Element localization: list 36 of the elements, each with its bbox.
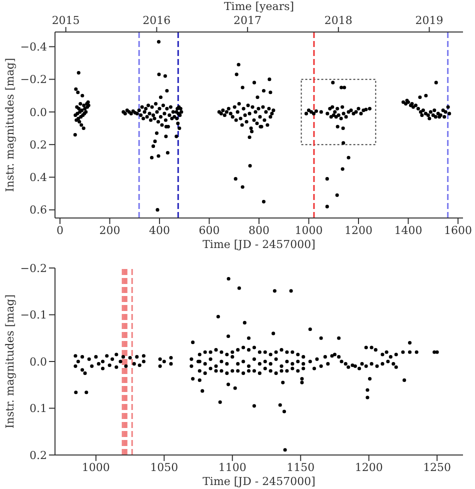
- x2-tick-label: 2016: [142, 14, 171, 27]
- y-tick-label: 0.4: [30, 171, 47, 184]
- x2-axis-title: Time [years]: [224, 0, 294, 13]
- x-tick-label: 1600: [444, 224, 472, 237]
- y-axis-title: Instr. magnitudes [mag]: [4, 58, 16, 192]
- x-tick-label: 600: [198, 224, 220, 237]
- x-tick-label: 1150: [286, 460, 315, 474]
- y-tick-label: 0.2: [30, 448, 47, 462]
- x2-tick-label: 2019: [415, 14, 444, 27]
- y-tick-label: 0.6: [30, 204, 47, 217]
- x-axis-title: Time [JD - 2457000]: [202, 238, 316, 251]
- x-tick-label: 1050: [150, 460, 178, 474]
- x-tick-label: 1400: [394, 224, 422, 237]
- x-tick-label: 200: [99, 224, 120, 237]
- y-tick-label: −0.2: [20, 73, 47, 86]
- x-tick-label: 1100: [218, 460, 246, 474]
- y-tick-label: −0.4: [20, 40, 47, 54]
- y-tick-label: −0.1: [20, 308, 47, 322]
- y-axis-title: Instr. magnitudes [mag]: [4, 294, 16, 428]
- x-tick-label: 1000: [82, 460, 110, 474]
- y-tick-label: −0.2: [20, 262, 47, 275]
- x2-tick-label: 2018: [324, 14, 352, 27]
- y-tick-label: 0.2: [30, 138, 47, 152]
- y-tick-label: 0.0: [30, 106, 47, 119]
- x-axis-title: Time [JD - 2457000]: [202, 475, 316, 488]
- y-tick-label: 0.1: [30, 402, 47, 416]
- x2-tick-label: 2017: [234, 14, 262, 27]
- x2-tick-label: 2015: [52, 14, 80, 27]
- x-tick-label: 800: [248, 224, 270, 237]
- x-tick-label: 1200: [344, 224, 373, 237]
- x-tick-label: 400: [148, 224, 170, 237]
- y-tick-label: 0.0: [30, 355, 47, 368]
- x-tick-label: 1200: [354, 460, 383, 474]
- x-tick-label: 1250: [423, 460, 452, 474]
- x-tick-label: 1000: [294, 224, 323, 237]
- x-tick-label: 0: [56, 224, 64, 237]
